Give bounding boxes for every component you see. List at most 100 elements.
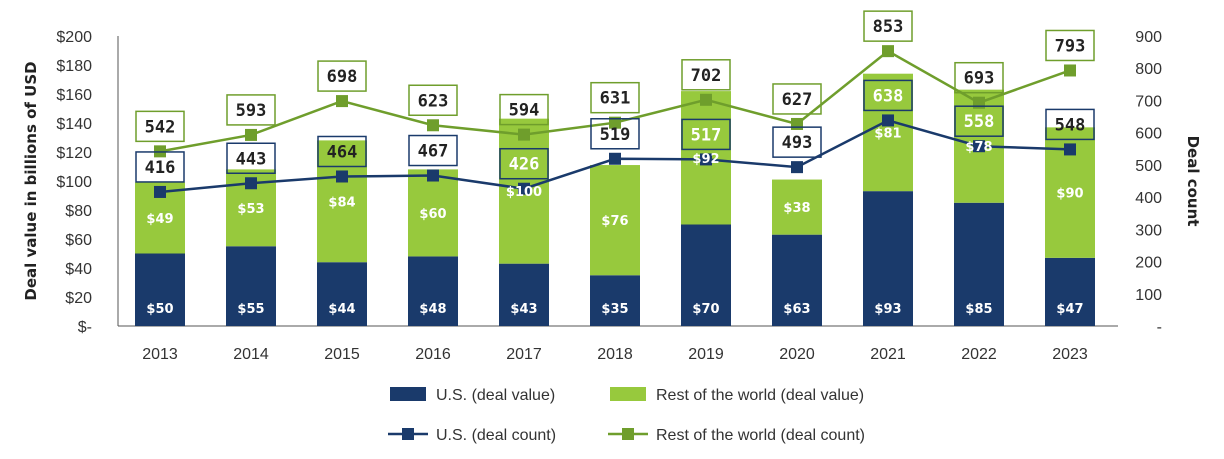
count-label-box-row [317,60,367,92]
x-tick-label: 2019 [688,346,724,363]
bar-us-value [1045,257,1095,326]
count-label-row: 631 [600,89,631,109]
legend-label: U.S. (deal count) [436,427,556,444]
count-label-us: 493 [782,133,813,153]
y2-tick-label: 300 [1135,222,1162,239]
count-label-row: 702 [691,66,722,86]
bar-label-us: $35 [601,302,628,317]
x-tick-label: 2020 [779,346,815,363]
x-tick-label: 2018 [597,346,633,363]
y-tick-label: $100 [56,174,92,191]
bar-label-us: $43 [510,302,537,317]
count-label-row: 627 [782,90,813,110]
marker-us-count [154,185,166,198]
y2-tick-label: - [1157,319,1162,336]
marker-us-count [973,140,985,153]
count-label-row: 593 [236,101,267,121]
y2-tick-label: 500 [1135,158,1162,175]
marker-row-count [700,93,712,106]
marker-us-count [245,177,257,190]
legend-swatch [610,387,646,401]
y-tick-label: $- [78,319,92,336]
legend-marker [402,428,414,440]
y2-tick-label: 700 [1135,93,1162,110]
count-label-box-us [408,134,458,167]
count-label-box-row [772,83,822,115]
bar-label-row: $38 [783,201,810,216]
count-label-us: 443 [236,149,267,169]
y2-tick-label: 800 [1135,61,1162,78]
marker-us-count [1064,143,1076,156]
count-label-box-us [772,126,822,158]
marker-us-count [609,152,621,165]
marker-us-count [882,114,894,127]
axes: $- $20 $40 $60 $80 $100 $120 $140 $160 $180 $200 - 1… [22,29,1202,363]
x-tick-label: 2021 [870,346,906,363]
bar-label-row: $53 [237,202,264,217]
bar-label-us: $47 [1056,302,1083,317]
marker-row-count [427,119,439,132]
bar-row-value [863,73,913,192]
legend-swatch [390,387,426,401]
legend-label: U.S. (deal value) [436,387,555,404]
count-label-box-row [863,10,913,42]
y-tick-label: $160 [56,87,92,104]
x-tick-label: 2015 [324,346,360,363]
bar-label-row: $81 [874,126,901,141]
bar-us-value [317,262,367,326]
y-tick-label: $200 [56,29,92,46]
bar-label-row: $76 [601,214,628,229]
y-tick-label: $60 [65,232,92,249]
count-label-box-us [1045,108,1095,141]
marker-us-count [427,169,439,182]
bar-label-row: $60 [419,207,446,222]
marker-row-count [791,117,803,130]
bar-label-row: $49 [146,212,173,227]
bar-row-value [590,165,640,276]
count-label-row: 693 [964,69,995,89]
bar-label-us: $93 [874,302,901,317]
count-label-us: 548 [1055,115,1086,135]
bar-label-us: $44 [328,302,355,317]
count-label-box-us [317,135,367,168]
bars [135,73,1095,326]
bar-us-value [499,263,549,326]
bar-label-us: $70 [692,302,719,317]
count-label-box-row [499,93,549,126]
legend-label: Rest of the world (deal count) [656,427,865,444]
y2-tick-label: 900 [1135,29,1162,46]
bar-label-us: $55 [237,302,264,317]
marker-row-count [245,128,257,141]
count-label-box-row [681,59,731,91]
marker-row-count [336,95,348,108]
count-label-box-us [863,79,913,112]
count-label-us: 464 [327,142,358,162]
legend: U.S. (deal value) Rest of the world (deal… [388,387,865,444]
count-label-us: 517 [691,125,722,145]
y-tick-label: $80 [65,203,92,220]
marker-us-count [791,161,803,174]
x-tick-label: 2023 [1052,346,1088,363]
y2-axis-title: Deal count [1184,136,1202,227]
count-label-row: 698 [327,67,358,87]
count-label-us: 638 [873,86,904,106]
count-label-us: 426 [509,155,540,175]
marker-us-count [518,182,530,195]
count-label-us: 519 [600,125,631,145]
count-label-box-us [590,118,640,150]
bar-us-value [226,246,276,326]
marker-row-count [1064,64,1076,77]
bar-label-row: $84 [328,195,355,210]
bar-us-value [772,234,822,326]
bar-us-value [590,275,640,326]
count-label-box-row [954,61,1004,94]
count-label-box-row [226,94,276,126]
x-tick-label: 2013 [142,346,178,363]
count-label-us: 467 [418,142,449,162]
legend-marker [622,428,634,440]
marker-us-count [700,153,712,166]
bar-us-value [681,224,731,326]
bar-label-us: $85 [965,302,992,317]
y-axis-title: Deal value in billions of USD [22,61,40,300]
